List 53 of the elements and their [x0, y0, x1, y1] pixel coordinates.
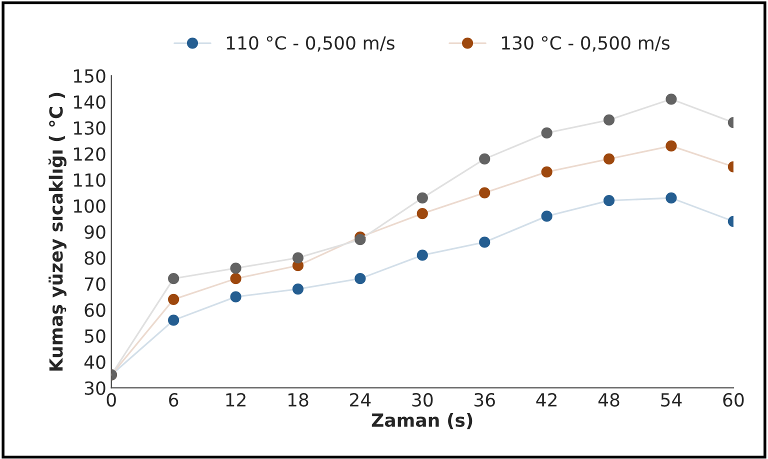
point: [292, 252, 304, 264]
x-tick-label: 48: [598, 393, 620, 407]
y-tick-label: 90: [84, 225, 106, 239]
point: [168, 273, 180, 284]
point: [168, 294, 180, 305]
point: [666, 140, 677, 152]
point: [292, 283, 304, 295]
y-tick-label: 50: [84, 329, 106, 343]
point: [416, 250, 428, 261]
x-tick-label: 0: [106, 393, 116, 407]
point: [230, 273, 242, 284]
y-tick-label: 60: [84, 303, 106, 317]
point: [541, 127, 552, 139]
point: [603, 195, 615, 206]
point: [479, 236, 490, 248]
y-tick-label: 30: [84, 381, 106, 395]
point: [230, 262, 242, 274]
y-axis-title: Kumaş yüzey sıcaklığı ( °C ): [48, 92, 66, 371]
y-tick-label: 110: [74, 173, 106, 187]
point: [416, 208, 428, 220]
y-tick-label: 150: [74, 69, 106, 83]
x-tick-label: 42: [536, 393, 556, 406]
point: [541, 166, 552, 178]
point: [603, 114, 615, 126]
point: [479, 153, 490, 165]
point: [603, 153, 615, 165]
x-tick-label: 60: [723, 393, 744, 407]
point: [666, 94, 677, 105]
y-tick-label: 100: [74, 199, 106, 213]
x-axis-title: Zaman (s): [372, 412, 472, 430]
legend-label: 130 °C - 0,500 m/s: [502, 36, 670, 52]
x-tick-label: 12: [226, 393, 246, 406]
y-tick-label: 140: [74, 95, 106, 109]
x-tick-label: 30: [412, 393, 433, 407]
y-tick-label: 40: [84, 355, 106, 369]
point: [168, 314, 180, 326]
legend-label: 110 °C - 0,500 m/s: [226, 36, 394, 52]
x-tick-label: 18: [288, 393, 308, 407]
point: [666, 192, 677, 204]
point: [354, 234, 366, 246]
point: [354, 273, 366, 284]
point: [416, 192, 428, 204]
point: [479, 187, 490, 198]
point: [541, 210, 552, 222]
x-tick-label: 54: [661, 393, 682, 407]
y-tick-label: 120: [74, 147, 106, 161]
y-tick-label: 70: [85, 277, 106, 291]
x-tick-label: 6: [169, 393, 178, 407]
point: [230, 291, 242, 302]
x-tick-label: 24: [350, 393, 371, 406]
y-tick-label: 80: [84, 251, 106, 265]
x-tick-label: 36: [474, 393, 495, 407]
y-tick-label: 130: [74, 121, 106, 135]
